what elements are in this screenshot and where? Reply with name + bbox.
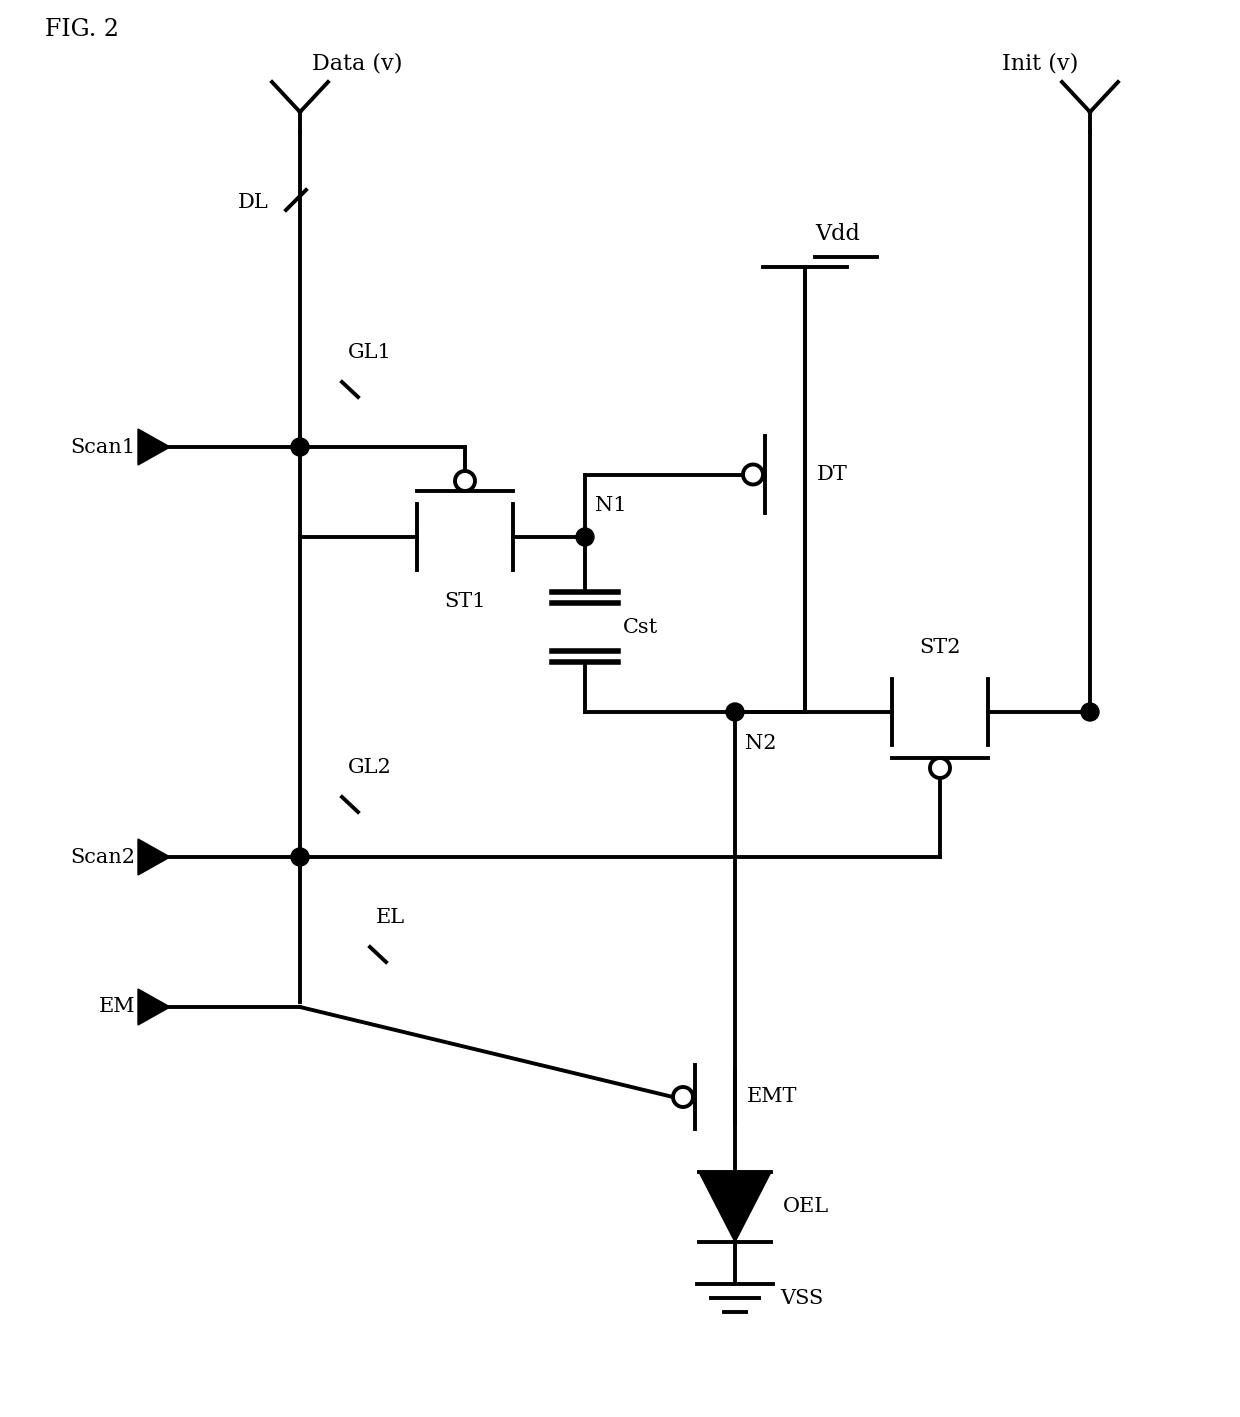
Text: Init (v): Init (v) (1002, 52, 1078, 74)
Polygon shape (138, 429, 170, 465)
Text: DL: DL (238, 193, 269, 211)
Text: Vdd: Vdd (815, 222, 859, 245)
Text: EMT: EMT (746, 1087, 797, 1107)
Circle shape (455, 470, 475, 492)
Polygon shape (138, 839, 170, 876)
Text: DT: DT (817, 465, 848, 485)
Circle shape (291, 847, 309, 866)
Text: Scan2: Scan2 (69, 847, 135, 867)
Text: N1: N1 (595, 496, 626, 514)
Circle shape (577, 529, 594, 546)
Text: GL1: GL1 (348, 343, 392, 361)
Text: ST2: ST2 (919, 638, 961, 657)
Polygon shape (138, 989, 170, 1024)
Circle shape (291, 438, 309, 456)
Polygon shape (699, 1172, 771, 1241)
Text: EL: EL (376, 908, 405, 927)
Circle shape (930, 758, 950, 778)
Text: Cst: Cst (622, 618, 658, 636)
Text: ST1: ST1 (444, 592, 486, 611)
Circle shape (743, 465, 763, 485)
Text: Scan1: Scan1 (69, 438, 135, 456)
Text: GL2: GL2 (348, 758, 392, 777)
Text: VSS: VSS (780, 1288, 823, 1308)
Text: FIG. 2: FIG. 2 (45, 17, 119, 41)
Circle shape (673, 1087, 693, 1107)
Circle shape (725, 703, 744, 721)
Text: EM: EM (98, 998, 135, 1016)
Circle shape (1081, 703, 1099, 721)
Text: N2: N2 (745, 734, 776, 752)
Text: OEL: OEL (782, 1197, 830, 1217)
Text: Data (v): Data (v) (312, 52, 403, 74)
